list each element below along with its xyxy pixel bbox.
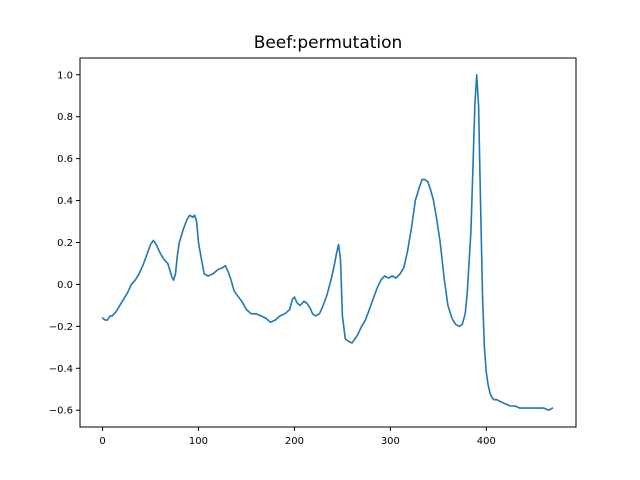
y-tick-label: −0.6 (49, 406, 73, 417)
y-tick-label: 0.0 (57, 280, 73, 291)
y-tick-label: 0.6 (57, 154, 73, 165)
chart-title: Beef:permutation (254, 33, 403, 53)
y-tick-label: 1.0 (57, 70, 73, 81)
x-tick-label: 0 (99, 436, 105, 447)
y-tick-label: 0.4 (57, 196, 73, 207)
x-axis: 0 100 200 300 400 (99, 427, 496, 447)
x-tick-label: 100 (189, 436, 208, 447)
y-tick-label: −0.4 (49, 364, 73, 375)
plot-area (101, 74, 554, 411)
series-line (101, 74, 554, 411)
y-tick-label: 0.2 (57, 238, 73, 249)
y-tick-label: −0.2 (49, 322, 73, 333)
y-tick-label: 0.8 (57, 112, 73, 123)
x-tick-label: 200 (285, 436, 304, 447)
x-tick-label: 400 (477, 436, 496, 447)
x-tick-label: 300 (381, 436, 400, 447)
y-axis: −0.6 −0.4 −0.2 0.0 0.2 0.4 0.6 0.8 1.0 (49, 70, 80, 417)
